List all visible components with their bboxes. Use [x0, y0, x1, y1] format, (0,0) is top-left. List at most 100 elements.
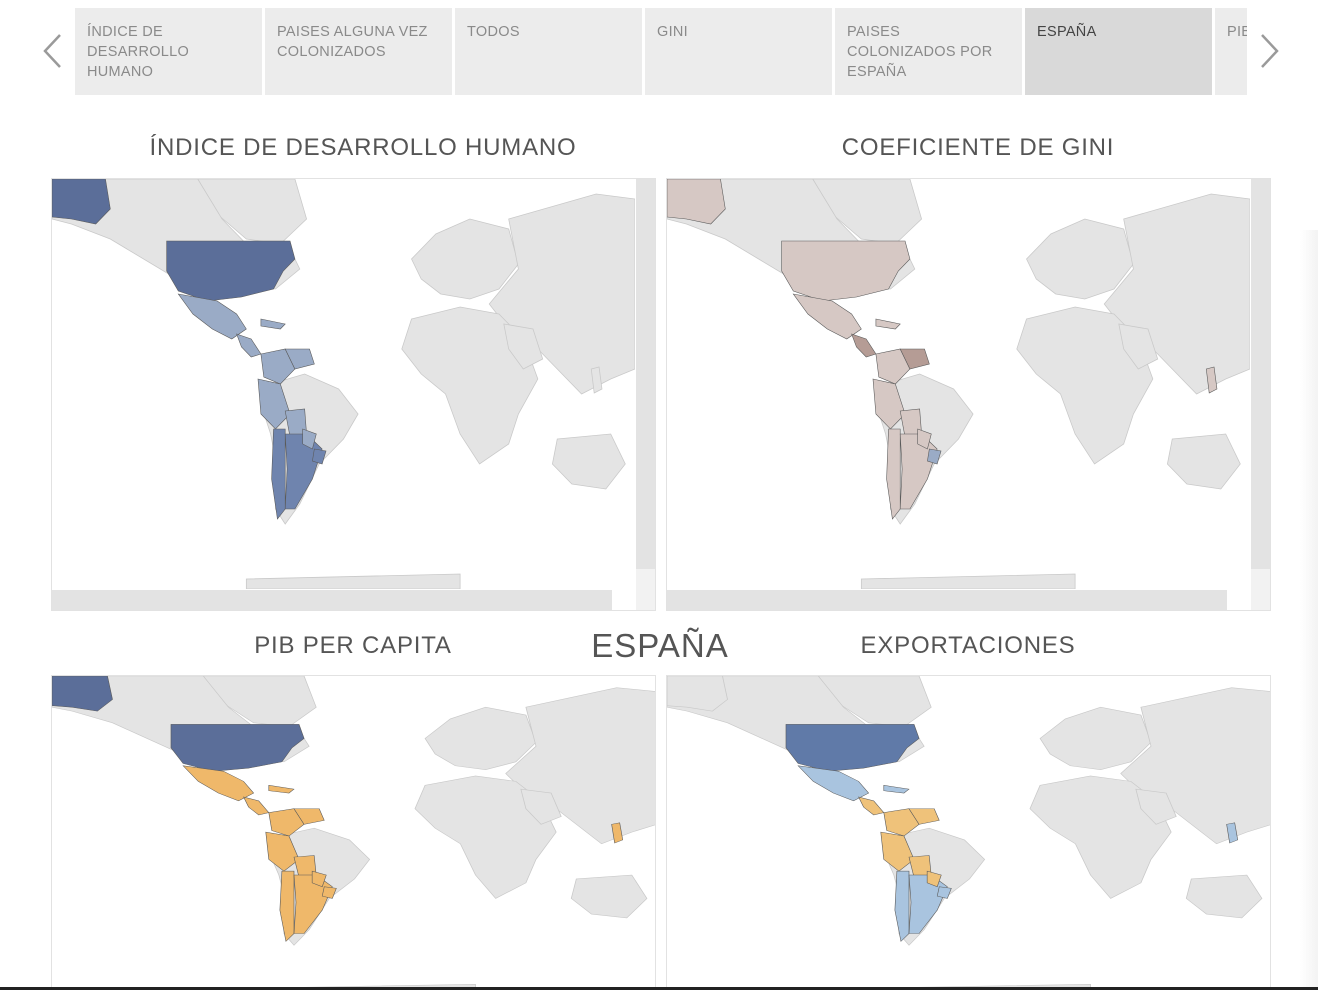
- country-centralAm[interactable]: [243, 796, 270, 816]
- country-colombia[interactable]: [260, 348, 296, 385]
- tab-paises-colonizados[interactable]: PAISES ALGUNA VEZ COLONIZADOS: [265, 8, 452, 95]
- country-venezuela[interactable]: [908, 808, 940, 825]
- tab-espana[interactable]: ESPAÑA: [1025, 8, 1212, 95]
- tab-paises-colonizados-espana[interactable]: PAISES COLONIZADOS POR ESPAÑA: [835, 8, 1022, 95]
- country-colombia[interactable]: [883, 808, 920, 837]
- country-paraguay[interactable]: [311, 870, 327, 888]
- country-paraguay[interactable]: [302, 428, 317, 450]
- land-africa: [414, 775, 557, 899]
- country-chile[interactable]: [886, 428, 901, 520]
- land-arabia: [503, 323, 544, 370]
- land-arabia: [1135, 788, 1177, 825]
- country-peru[interactable]: [880, 831, 915, 872]
- land-africa: [401, 306, 539, 465]
- country-alaska[interactable]: [667, 179, 726, 225]
- page-edge-shadow: [1300, 230, 1318, 990]
- country-mexico[interactable]: [797, 765, 870, 802]
- country-argentina[interactable]: [908, 874, 948, 934]
- country-philippines[interactable]: [611, 822, 624, 844]
- country-centralAm[interactable]: [851, 333, 877, 358]
- country-venezuela[interactable]: [899, 348, 930, 370]
- country-caribbean[interactable]: [260, 318, 286, 330]
- horizontal-scrollbar[interactable]: [52, 590, 612, 610]
- country-caribbean[interactable]: [883, 784, 910, 794]
- land-asia: [488, 193, 635, 395]
- land-europe: [411, 218, 519, 300]
- land-asia: [1120, 687, 1270, 845]
- land-europe: [1039, 706, 1152, 770]
- country-venezuela[interactable]: [293, 808, 325, 825]
- country-alaska[interactable]: [52, 179, 111, 225]
- country-paraguay[interactable]: [917, 428, 932, 450]
- land-australia: [1185, 874, 1263, 919]
- world-map-pib[interactable]: [52, 676, 656, 990]
- country-mexico[interactable]: [182, 765, 255, 802]
- map-title-gini: COEFICIENTE DE GINI: [841, 134, 1115, 161]
- country-venezuela[interactable]: [284, 348, 315, 370]
- bottom-border: [0, 987, 1318, 990]
- scroll-corner: [1251, 569, 1270, 610]
- country-paraguay[interactable]: [926, 870, 942, 888]
- tab-indice-desarrollo-humano[interactable]: ÍNDICE DE DESARROLLO HUMANO: [75, 8, 262, 95]
- country-chile[interactable]: [279, 870, 295, 942]
- land-australia: [551, 433, 626, 490]
- country-uruguay[interactable]: [936, 886, 952, 899]
- country-peru[interactable]: [265, 831, 300, 872]
- land-africa: [1016, 306, 1154, 465]
- map-exportaciones[interactable]: [666, 675, 1271, 990]
- land-europe: [424, 706, 537, 770]
- world-map-gini[interactable]: [667, 179, 1250, 589]
- map-pib[interactable]: [51, 675, 656, 990]
- country-uruguay[interactable]: [321, 886, 337, 899]
- vertical-scrollbar[interactable]: [636, 179, 655, 569]
- country-uruguay[interactable]: [927, 448, 942, 465]
- country-centralAm[interactable]: [236, 333, 262, 358]
- country-philippines[interactable]: [1226, 822, 1239, 844]
- horizontal-scrollbar[interactable]: [667, 590, 1227, 610]
- country-colombia[interactable]: [875, 348, 911, 385]
- land-australia: [1166, 433, 1241, 490]
- world-map-idh[interactable]: [52, 179, 635, 589]
- land-arabia: [1118, 323, 1159, 370]
- prev-story-point-button[interactable]: [38, 28, 68, 74]
- country-caribbean[interactable]: [875, 318, 901, 330]
- world-map-exportaciones[interactable]: [667, 676, 1271, 990]
- country-peru[interactable]: [872, 378, 906, 430]
- dashboard-main-title: ESPAÑA: [591, 627, 729, 664]
- country-caribbean[interactable]: [268, 784, 295, 794]
- story-tabs: ÍNDICE DE DESARROLLO HUMANO PAISES ALGUN…: [75, 8, 1247, 95]
- country-chile[interactable]: [894, 870, 910, 942]
- tab-todos[interactable]: TODOS: [455, 8, 642, 95]
- next-story-point-button[interactable]: [1254, 28, 1284, 74]
- country-usa[interactable]: [170, 724, 305, 772]
- land-asia: [505, 687, 655, 845]
- country-mexico[interactable]: [177, 293, 247, 340]
- land-arabia: [520, 788, 562, 825]
- country-peru[interactable]: [257, 378, 291, 430]
- country-centralAm[interactable]: [858, 796, 885, 816]
- country-mexico[interactable]: [792, 293, 862, 340]
- scroll-corner: [636, 569, 655, 610]
- country-usa[interactable]: [166, 240, 296, 302]
- country-argentina[interactable]: [293, 874, 333, 934]
- country-philippines[interactable]: [1205, 366, 1218, 394]
- country-usa[interactable]: [785, 724, 920, 772]
- country-usa[interactable]: [781, 240, 911, 302]
- chevron-right-icon: [1261, 34, 1279, 68]
- country-uruguay[interactable]: [312, 448, 327, 465]
- tab-gini[interactable]: GINI: [645, 8, 832, 95]
- country-alaska: [667, 676, 728, 712]
- map-gini[interactable]: [666, 178, 1271, 611]
- country-alaska[interactable]: [52, 676, 113, 712]
- land-asia: [1103, 193, 1250, 395]
- country-colombia[interactable]: [268, 808, 305, 837]
- map-idh[interactable]: [51, 178, 656, 611]
- chevron-left-icon: [43, 34, 61, 68]
- tab-pib[interactable]: PIB: [1215, 8, 1247, 95]
- country-argentina[interactable]: [284, 433, 323, 510]
- country-argentina[interactable]: [899, 433, 938, 510]
- vertical-scrollbar[interactable]: [1251, 179, 1270, 569]
- country-chile[interactable]: [271, 428, 286, 520]
- land-antarctic: [245, 573, 461, 589]
